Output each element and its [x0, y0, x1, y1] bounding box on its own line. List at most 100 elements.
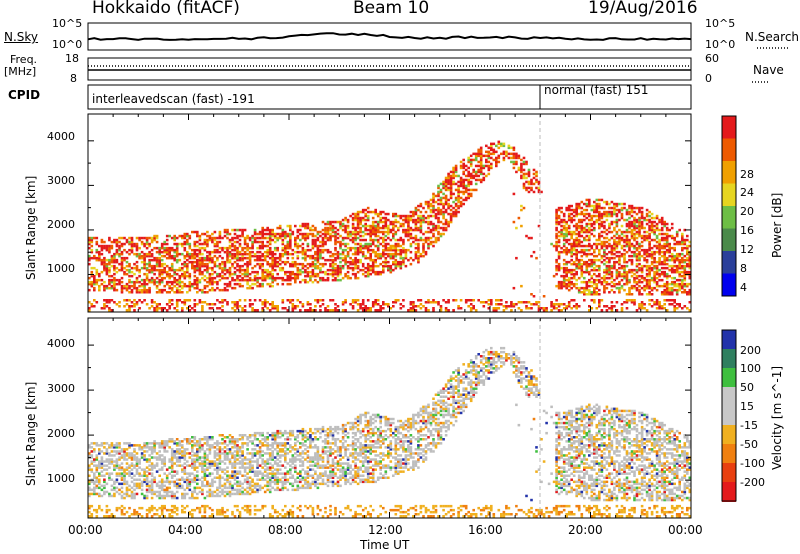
heatmap-cell [281, 278, 285, 282]
heatmap-cell [95, 248, 99, 252]
heatmap-cell [153, 440, 156, 443]
heatmap-cell [462, 164, 465, 168]
heatmap-cell [238, 299, 242, 302]
heatmap-cell [640, 234, 644, 238]
heatmap-cell [296, 246, 300, 250]
heatmap-cell [123, 492, 126, 496]
heatmap-cell [407, 258, 410, 262]
heatmap-cell [525, 172, 528, 176]
heatmap-cell [158, 274, 161, 278]
heatmap-cell [364, 214, 367, 218]
heatmap-cell [115, 278, 119, 282]
heatmap-cell [610, 236, 614, 240]
heatmap-cell [165, 256, 169, 260]
heatmap-cell [387, 224, 390, 228]
heatmap-cell [123, 448, 126, 451]
heatmap-cell [145, 488, 149, 492]
heatmap-cell [414, 250, 418, 254]
heatmap-cell [108, 309, 111, 312]
heatmap-cell [439, 212, 443, 216]
heatmap-cell [218, 240, 222, 244]
heatmap-cell [110, 309, 114, 312]
heatmap-cell [238, 234, 242, 238]
heatmap-cell [397, 252, 400, 256]
heatmap-cell [133, 464, 136, 467]
heatmap-cell [346, 254, 350, 258]
heatmap-cell [346, 230, 350, 234]
heatmap-cell [603, 206, 606, 210]
heatmap-cell [123, 305, 126, 308]
heatmap-cell [211, 303, 214, 306]
heatmap-cell [306, 248, 310, 252]
heatmap-cell [155, 286, 159, 290]
heatmap-cell [457, 190, 460, 194]
heatmap-cell [324, 242, 327, 246]
heatmap-cell [281, 230, 285, 234]
heatmap-cell [404, 252, 408, 256]
heatmap-cell [248, 250, 252, 254]
heatmap-cell [640, 220, 644, 224]
heatmap-cell [346, 224, 350, 228]
heatmap-cell [105, 258, 109, 262]
heatmap-cell [163, 288, 166, 292]
heatmap-cell [231, 301, 234, 304]
heatmap-cell [339, 268, 342, 272]
heatmap-cell [138, 256, 141, 260]
heatmap-cell [120, 268, 124, 272]
heatmap-cell [296, 272, 300, 276]
heatmap-cell [120, 504, 124, 508]
heatmap-cell [319, 240, 322, 244]
heatmap-cell [311, 254, 315, 258]
heatmap-cell [138, 246, 141, 250]
heatmap-cell [268, 250, 272, 254]
heatmap-cell [316, 301, 320, 304]
heatmap-cell [130, 462, 134, 465]
heatmap-cell [135, 268, 139, 272]
heatmap-cell [344, 216, 347, 220]
heatmap-cell [361, 234, 365, 238]
heatmap-cell [95, 242, 99, 246]
heatmap-cell [289, 252, 292, 256]
heatmap-cell [95, 442, 99, 445]
heatmap-cell [562, 232, 566, 236]
heatmap-cell [208, 266, 212, 270]
heatmap-cell [196, 254, 199, 258]
heatmap-cell [376, 238, 380, 242]
heatmap-cell [351, 240, 355, 244]
heatmap-cell [472, 174, 475, 178]
heatmap-cell [181, 242, 184, 246]
heatmap-cell [206, 250, 209, 254]
heatmap-cell [635, 252, 639, 256]
heatmap-cell [673, 288, 676, 292]
heatmap-cell [183, 242, 187, 246]
heatmap-cell [276, 272, 279, 276]
heatmap-cell [223, 276, 227, 280]
heatmap-cell [459, 166, 463, 170]
heatmap-cell [218, 262, 222, 266]
heatmap-cell [133, 303, 136, 306]
heatmap-cell [339, 252, 342, 256]
heatmap-cell [158, 258, 161, 262]
heatmap-cell [243, 305, 247, 308]
heatmap-cell [221, 262, 224, 266]
heatmap-cell [150, 268, 154, 272]
heatmap-cell [593, 242, 596, 246]
heatmap-cell [143, 236, 146, 240]
heatmap-cell [354, 230, 357, 234]
heatmap-cell [379, 236, 382, 240]
heatmap-cell [625, 228, 629, 232]
heatmap-cell [359, 258, 362, 262]
heatmap-cell [527, 180, 531, 184]
heatmap-cell [88, 301, 91, 304]
heatmap-cell [447, 212, 450, 216]
heatmap-cell [603, 262, 606, 266]
heatmap-cell [150, 238, 154, 242]
heatmap-cell [600, 309, 604, 312]
heatmap-cell [382, 220, 385, 224]
heatmap-cell [449, 178, 453, 182]
heatmap-cell [208, 256, 212, 260]
heatmap-cell [268, 230, 272, 234]
heatmap-cell [344, 218, 347, 222]
heatmap-cell [314, 299, 317, 302]
heatmap-cell [148, 260, 151, 264]
